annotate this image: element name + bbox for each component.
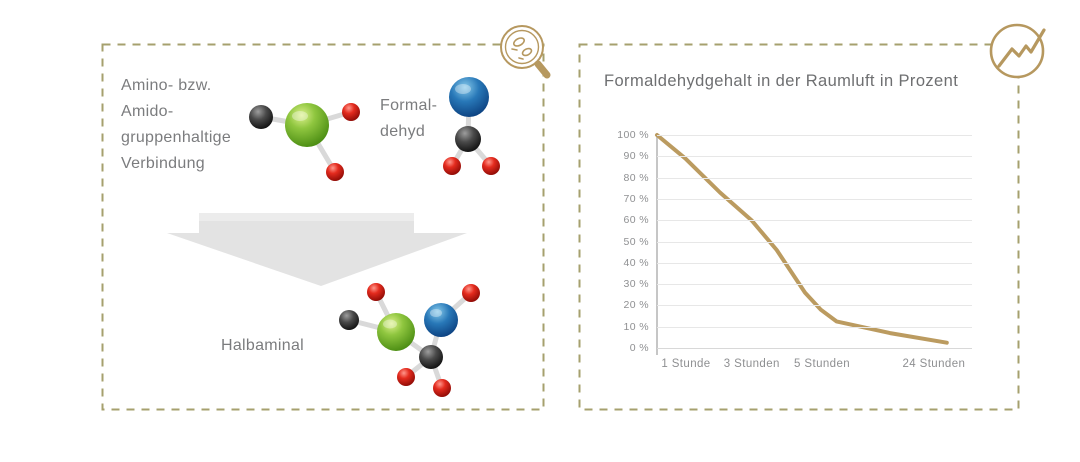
- x-tick-label: 1 Stunde: [661, 358, 711, 370]
- gridline: [657, 156, 972, 157]
- gridline: [657, 305, 972, 306]
- y-tick-label: 90 %: [623, 150, 649, 162]
- text-line: dehyd: [380, 123, 426, 140]
- y-tick-label: 70 %: [623, 193, 649, 205]
- molecule-illustration: [167, 77, 500, 397]
- chart-y-axis: [656, 134, 658, 355]
- text-line: gruppenhaltige: [121, 129, 232, 146]
- y-tick-label: 20 %: [623, 299, 649, 311]
- formaldehyde-decay-line: [655, 133, 949, 345]
- gridline: [657, 242, 972, 243]
- y-tick-label: 80 %: [623, 172, 649, 184]
- y-tick-label: 40 %: [623, 257, 649, 269]
- x-tick-label: 5 Stunden: [794, 358, 851, 370]
- formaldehyde-molecule: [443, 77, 500, 175]
- text-line: Amino- bzw.: [121, 77, 212, 94]
- gridline: [657, 135, 972, 136]
- chart-plot: 100 % 90 % 80 % 70 % 60 % 50 % 40 % 30 % 20 % 10 …: [617, 129, 972, 370]
- gridline: [657, 348, 972, 349]
- x-tick-label: 3 Stunden: [723, 358, 780, 370]
- hemiaminal-molecule: [339, 283, 480, 397]
- gridline: [657, 263, 972, 264]
- magnifier-molecules-icon: [500, 25, 551, 79]
- text-line: Verbindung: [121, 155, 205, 172]
- product-label: Halbaminal: [221, 337, 305, 354]
- text-line: Amido-: [121, 103, 174, 120]
- amine-molecule: [249, 103, 360, 181]
- formaldehyde-label: Formal-dehyd: [380, 93, 450, 145]
- gridline: [657, 327, 972, 328]
- reaction-arrow: [167, 213, 467, 286]
- chart-panel: Formaldehydgehalt in der Raumluft in Pro…: [578, 43, 1020, 411]
- gridline: [657, 178, 972, 179]
- reaction-panel: Amino- bzw. Amido-gruppenhaltige Verbindun…: [101, 43, 545, 411]
- trend-line-icon: [989, 23, 1046, 79]
- gridline: [657, 284, 972, 285]
- text-line: Formal-: [380, 97, 438, 114]
- y-tick-label: 10 %: [623, 321, 649, 333]
- y-tick-label: 50 %: [623, 236, 649, 248]
- gridline: [657, 220, 972, 221]
- y-tick-label: 100 %: [617, 129, 649, 141]
- y-tick-label: 60 %: [623, 214, 649, 226]
- y-tick-label: 0 %: [629, 342, 649, 354]
- reactant-label: Amino- bzw. Amido-gruppenhaltige Verbindun…: [121, 73, 271, 177]
- chart-title: Formaldehydgehalt in der Raumluft in Pro…: [604, 72, 959, 90]
- x-tick-label: 24 Stunden: [902, 358, 966, 370]
- gridline: [657, 199, 972, 200]
- y-tick-label: 30 %: [623, 278, 649, 290]
